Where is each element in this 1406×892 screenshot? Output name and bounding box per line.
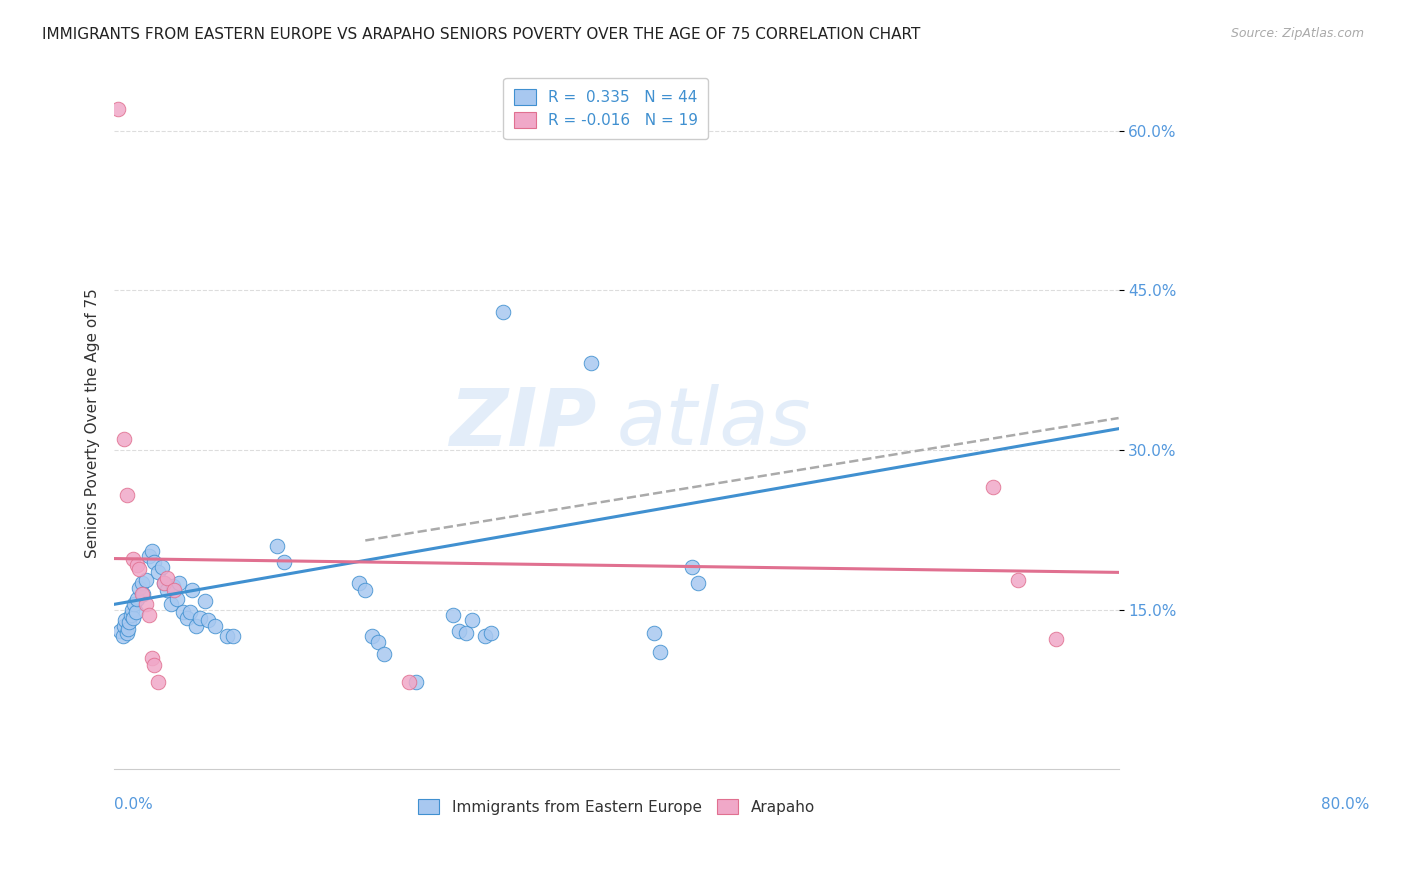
Point bbox=[373, 648, 395, 662]
Text: 0.0%: 0.0% bbox=[114, 797, 153, 812]
Point bbox=[112, 618, 135, 632]
Point bbox=[166, 592, 188, 607]
Point bbox=[188, 611, 211, 625]
Point bbox=[135, 573, 157, 587]
Point bbox=[118, 615, 141, 630]
Point bbox=[110, 624, 132, 638]
Point bbox=[194, 594, 217, 608]
Point bbox=[981, 480, 1004, 494]
Point bbox=[132, 587, 155, 601]
Point bbox=[441, 607, 464, 622]
Point bbox=[124, 597, 146, 611]
Text: ZIP: ZIP bbox=[449, 384, 596, 462]
Point bbox=[125, 592, 148, 607]
Point bbox=[360, 629, 382, 643]
Point bbox=[650, 645, 672, 659]
Point bbox=[131, 587, 153, 601]
Point bbox=[354, 583, 377, 598]
Point bbox=[141, 544, 163, 558]
Point bbox=[146, 675, 169, 690]
Point bbox=[159, 597, 181, 611]
Point bbox=[217, 629, 239, 643]
Point bbox=[461, 613, 484, 627]
Text: Source: ZipAtlas.com: Source: ZipAtlas.com bbox=[1230, 27, 1364, 40]
Point bbox=[266, 539, 288, 553]
Point bbox=[114, 613, 136, 627]
Point bbox=[454, 626, 477, 640]
Point bbox=[143, 555, 166, 569]
Point bbox=[128, 562, 150, 576]
Point bbox=[1045, 632, 1067, 647]
Text: atlas: atlas bbox=[616, 384, 811, 462]
Point bbox=[643, 626, 665, 640]
Point bbox=[141, 650, 163, 665]
Point bbox=[117, 622, 139, 636]
Point bbox=[222, 629, 245, 643]
Point bbox=[124, 605, 146, 619]
Point bbox=[405, 675, 427, 690]
Point bbox=[121, 602, 143, 616]
Point bbox=[156, 571, 179, 585]
Point bbox=[128, 582, 150, 596]
Point bbox=[1007, 573, 1029, 587]
Point bbox=[474, 629, 496, 643]
Point bbox=[204, 618, 226, 632]
Point bbox=[125, 558, 148, 572]
Point bbox=[135, 597, 157, 611]
Point bbox=[162, 579, 184, 593]
Point bbox=[153, 576, 176, 591]
Point bbox=[107, 103, 129, 117]
Point bbox=[169, 576, 191, 591]
Point bbox=[179, 605, 201, 619]
Point bbox=[146, 566, 169, 580]
Point bbox=[176, 611, 198, 625]
Point bbox=[479, 626, 502, 640]
Point bbox=[112, 433, 135, 447]
Text: 80.0%: 80.0% bbox=[1322, 797, 1369, 812]
Point bbox=[347, 576, 370, 591]
Point bbox=[150, 560, 173, 574]
Point bbox=[138, 607, 160, 622]
Point bbox=[122, 551, 145, 566]
Point bbox=[184, 618, 207, 632]
Point bbox=[197, 613, 219, 627]
Point bbox=[172, 605, 194, 619]
Point bbox=[143, 658, 166, 673]
Text: IMMIGRANTS FROM EASTERN EUROPE VS ARAPAHO SENIORS POVERTY OVER THE AGE OF 75 COR: IMMIGRANTS FROM EASTERN EUROPE VS ARAPAH… bbox=[42, 27, 921, 42]
Point bbox=[181, 583, 204, 598]
Point bbox=[131, 576, 153, 591]
Point bbox=[156, 583, 179, 598]
Point bbox=[115, 626, 138, 640]
Point bbox=[115, 488, 138, 502]
Point bbox=[153, 576, 176, 591]
Point bbox=[163, 583, 186, 598]
Point bbox=[492, 304, 515, 318]
Point bbox=[122, 611, 145, 625]
Point bbox=[681, 560, 703, 574]
Point bbox=[138, 549, 160, 564]
Legend: Immigrants from Eastern Europe, Arapaho: Immigrants from Eastern Europe, Arapaho bbox=[409, 789, 824, 824]
Point bbox=[367, 634, 389, 648]
Point bbox=[398, 675, 420, 690]
Y-axis label: Seniors Poverty Over the Age of 75: Seniors Poverty Over the Age of 75 bbox=[86, 288, 100, 558]
Point bbox=[111, 629, 134, 643]
Point bbox=[449, 624, 471, 638]
Point bbox=[686, 576, 709, 591]
Point bbox=[581, 356, 603, 370]
Point bbox=[273, 555, 295, 569]
Point bbox=[120, 607, 142, 622]
